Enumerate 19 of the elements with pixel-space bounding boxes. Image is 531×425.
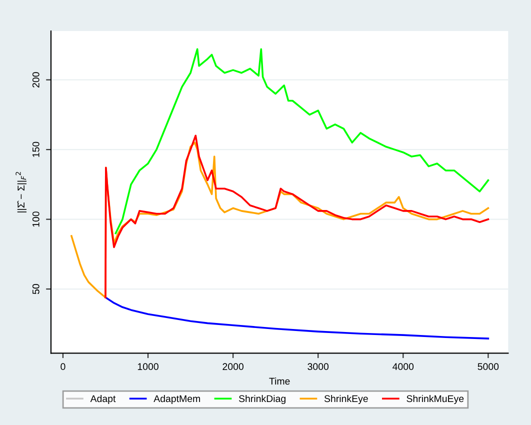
legend-label: ShrinkEye [324, 394, 368, 404]
line-series [114, 48, 490, 234]
x-tick-label: 2000 [222, 363, 244, 370]
x-axis-title: Time [269, 378, 290, 385]
y-tick-label: 150 [32, 142, 40, 157]
line-series [104, 296, 490, 340]
x-tick-label: 5000 [478, 363, 499, 370]
x-tick-label: 0 [60, 363, 66, 370]
x-tick-label: 3000 [308, 363, 329, 370]
x-tick-label: 4000 [392, 363, 414, 370]
y-tick-label: 200 [32, 72, 40, 88]
legend-label: ShrinkMuEye [406, 394, 464, 404]
legend-label: ShrinkDiag [238, 394, 286, 404]
x-tick-label: 1000 [138, 363, 158, 370]
y-tick-label: 100 [32, 212, 40, 227]
y-axis-title: ||Σ̂ − Σ||$_{F}$$^{2}$ [16, 172, 26, 212]
y-tick-label: 50 [32, 284, 40, 294]
legend-label: AdaptMem [154, 394, 200, 404]
legend-label: Adapt [90, 394, 116, 404]
